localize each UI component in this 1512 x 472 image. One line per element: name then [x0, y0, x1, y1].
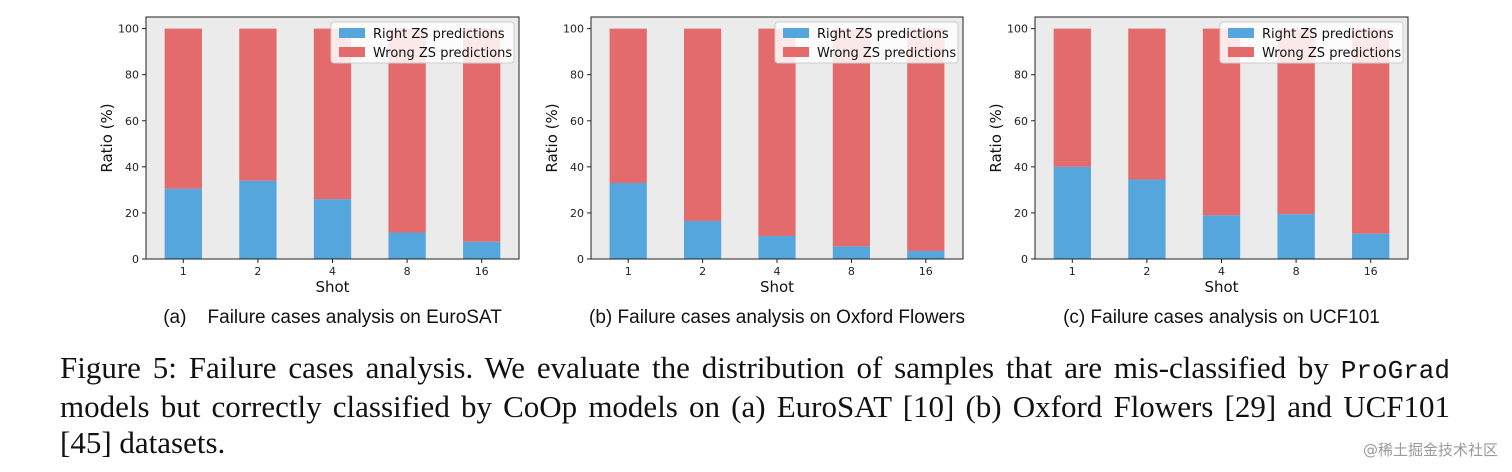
x-tick-label: 16 [919, 265, 933, 278]
figure-caption: Figure 5: Failure cases analysis. We eva… [60, 350, 1450, 461]
bar-right-zs [463, 241, 501, 259]
legend-swatch [783, 47, 809, 57]
x-tick-label: 1 [180, 265, 187, 278]
legend-label: Wrong ZS predictions [373, 46, 512, 61]
bar-right-zs [1352, 233, 1390, 259]
bar-right-zs [313, 199, 352, 259]
legend-label: Right ZS predictions [373, 27, 505, 42]
y-axis-label: Ratio (%) [543, 103, 561, 172]
x-axis-label: Shot [315, 278, 349, 296]
bar-wrong-zs [832, 28, 870, 247]
bar-right-zs [684, 220, 722, 259]
chart-panel-0: 1 2 4 8 16 0 20 40 60 80 100 Shot Ratio (%) Right ZS … [98, 16, 520, 328]
caption-part2: models but correctly classified by CoOp … [60, 389, 1450, 460]
y-tick-label: 100 [563, 23, 584, 36]
y-axis-label: Ratio (%) [98, 103, 116, 172]
y-axis-label: Ratio (%) [987, 103, 1005, 172]
bar-wrong-zs [1128, 28, 1166, 180]
bar-wrong-zs [239, 28, 277, 181]
y-tick-label: 0 [132, 253, 139, 266]
bar-right-zs [388, 232, 426, 259]
x-axis-label: Shot [1204, 278, 1238, 296]
legend-swatch [783, 28, 809, 38]
y-tick-label: 20 [125, 207, 139, 220]
y-tick-label: 60 [125, 115, 139, 128]
plot-frame [145, 16, 520, 260]
caption-part1: Figure 5: Failure cases analysis. We eva… [60, 350, 1341, 385]
watermark: @稀土掘金技术社区 [1362, 441, 1498, 459]
x-tick-label: 2 [1143, 265, 1150, 278]
plot-frame [590, 16, 964, 260]
legend-box [1219, 21, 1404, 64]
bar-right-zs [907, 250, 945, 259]
x-tick-label: 4 [1218, 265, 1225, 278]
bar-wrong-zs [609, 28, 647, 183]
y-tick-label: 60 [570, 115, 584, 128]
bar-wrong-zs [907, 28, 945, 251]
x-axis-label: Shot [760, 278, 794, 296]
bar-right-zs [239, 180, 277, 259]
y-tick-label: 40 [1014, 161, 1028, 174]
x-tick-label: 1 [625, 265, 632, 278]
y-tick-label: 80 [1014, 69, 1028, 82]
chart-panel-1: 1 2 4 8 16 0 20 40 60 80 100 Shot Ratio (%) Right ZS … [543, 16, 965, 328]
bar-right-zs [1277, 214, 1315, 259]
bar-wrong-zs [684, 28, 722, 221]
y-tick-label: 100 [118, 23, 139, 36]
x-tick-label: 1 [1069, 265, 1076, 278]
y-tick-label: 0 [1021, 253, 1028, 266]
bar-right-zs [832, 246, 870, 259]
x-tick-label: 8 [1293, 265, 1300, 278]
legend-swatch [1228, 28, 1254, 38]
x-tick-label: 4 [329, 265, 336, 278]
bar-right-zs [164, 188, 202, 259]
x-tick-label: 8 [848, 265, 855, 278]
y-tick-label: 80 [125, 69, 139, 82]
bar-wrong-zs [164, 28, 202, 189]
subcaption: (c) Failure cases analysis on UCF101 [1063, 307, 1380, 328]
x-tick-label: 16 [475, 265, 489, 278]
legend-box [330, 21, 515, 64]
x-tick-label: 2 [699, 265, 706, 278]
subcaption: (a) Failure cases analysis on EuroSAT [163, 307, 502, 328]
y-tick-label: 40 [570, 161, 584, 174]
x-tick-label: 16 [1364, 265, 1378, 278]
x-tick-label: 8 [404, 265, 411, 278]
y-tick-label: 40 [125, 161, 139, 174]
y-tick-label: 20 [1014, 207, 1028, 220]
legend-swatch [1228, 47, 1254, 57]
legend-label: Right ZS predictions [817, 27, 949, 42]
legend-label: Right ZS predictions [1262, 27, 1394, 42]
bar-right-zs [1202, 215, 1241, 259]
subcaption: (b) Failure cases analysis on Oxford Flo… [589, 307, 965, 328]
y-tick-label: 60 [1014, 115, 1028, 128]
bar-right-zs [1128, 179, 1166, 259]
legend-label: Wrong ZS predictions [1262, 46, 1401, 61]
legend-label: Wrong ZS predictions [817, 46, 956, 61]
x-tick-label: 2 [254, 265, 261, 278]
bar-wrong-zs [1053, 28, 1091, 167]
plot-frame [1034, 16, 1409, 260]
chart-panel-2: 1 2 4 8 16 0 20 40 60 80 100 Shot Ratio (%) Right ZS … [987, 16, 1409, 328]
bar-right-zs [609, 182, 647, 259]
y-tick-label: 0 [577, 253, 584, 266]
x-tick-label: 4 [774, 265, 781, 278]
caption-model-name: ProGrad [1340, 356, 1450, 386]
y-tick-label: 80 [570, 69, 584, 82]
legend-swatch [339, 28, 365, 38]
y-tick-label: 20 [570, 207, 584, 220]
bar-right-zs [1053, 166, 1091, 259]
legend-box [774, 21, 959, 64]
bar-wrong-zs [463, 28, 501, 242]
legend-swatch [339, 47, 365, 57]
y-tick-label: 100 [1007, 23, 1028, 36]
bar-right-zs [758, 235, 796, 259]
